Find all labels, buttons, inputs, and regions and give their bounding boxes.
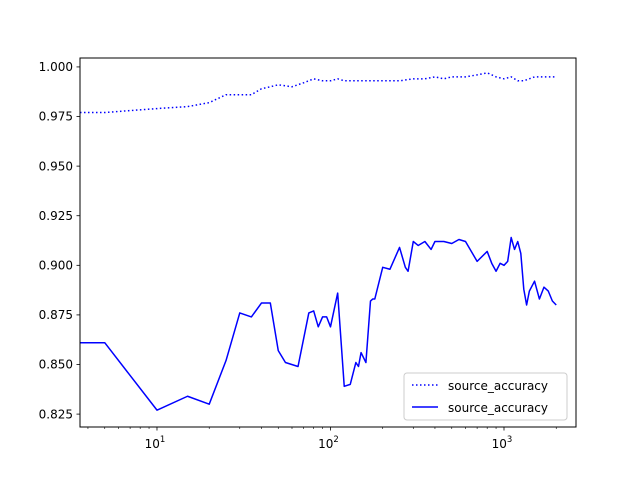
y-tick-label: 0.900 xyxy=(39,259,73,273)
x-tick-label: 103 xyxy=(492,435,513,451)
y-tick-label: 1.000 xyxy=(39,60,73,74)
y-tick-label: 0.850 xyxy=(39,358,73,372)
x-tick-label: 101 xyxy=(145,435,166,451)
y-axis: 0.825 0.850 0.875 0.900 0.925 0.950 0.975 1.000 xyxy=(39,60,80,421)
series-line-solid xyxy=(80,236,557,411)
y-tick-label: 0.925 xyxy=(39,209,73,223)
plot-frame xyxy=(79,57,577,428)
y-tick-label: 0.875 xyxy=(39,308,73,322)
x-tick-label: 102 xyxy=(318,435,339,451)
legend: source_accuracy source_accuracy xyxy=(403,372,568,421)
series-layer xyxy=(80,72,557,411)
y-tick-label: 0.950 xyxy=(39,159,73,173)
y-tick-label: 0.825 xyxy=(39,407,73,421)
legend-label-dotted: source_accuracy xyxy=(448,379,548,393)
y-tick-label: 0.975 xyxy=(39,110,73,124)
x-axis: 101 102 103 xyxy=(87,427,557,451)
legend-label-solid: source_accuracy xyxy=(448,401,548,415)
legend-box xyxy=(403,372,568,421)
